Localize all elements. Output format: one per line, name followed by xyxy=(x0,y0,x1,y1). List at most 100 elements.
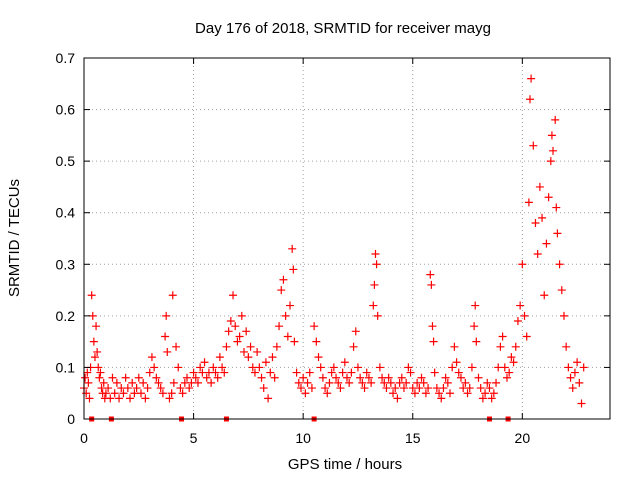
y-tick-label: 0.7 xyxy=(56,50,76,66)
data-point xyxy=(531,219,540,228)
data-point xyxy=(123,384,132,393)
x-tick-label: 15 xyxy=(405,430,421,446)
data-point xyxy=(559,311,568,320)
data-point xyxy=(343,373,351,382)
data-point xyxy=(421,389,430,398)
data-point xyxy=(281,311,290,320)
data-point xyxy=(150,363,159,372)
data-point xyxy=(542,239,551,248)
data-point xyxy=(371,249,380,258)
data-point xyxy=(435,389,444,398)
data-point xyxy=(553,229,562,238)
data-point xyxy=(454,368,463,377)
data-point xyxy=(154,378,163,387)
data-point xyxy=(299,373,308,382)
data-point xyxy=(467,363,476,372)
data-point xyxy=(526,95,535,104)
data-point xyxy=(176,384,185,393)
data-point xyxy=(229,291,238,300)
data-point xyxy=(498,332,507,341)
data-point xyxy=(139,378,148,387)
data-point xyxy=(85,394,94,403)
data-point xyxy=(492,378,501,387)
data-point xyxy=(134,373,143,382)
data-point xyxy=(213,373,222,382)
data-point xyxy=(163,347,172,356)
data-point xyxy=(502,373,511,382)
data-point xyxy=(279,275,288,284)
data-point xyxy=(452,358,461,367)
data-point xyxy=(88,311,97,320)
data-point xyxy=(200,358,209,367)
plot-frame xyxy=(83,57,611,420)
data-point xyxy=(338,368,347,377)
data-point xyxy=(500,363,509,372)
x-axis: 0 5 10 15 20 xyxy=(80,58,530,446)
y-axis-label: SRMTID / TECUs xyxy=(6,179,23,297)
data-point xyxy=(518,260,527,269)
data-point xyxy=(551,115,560,124)
data-point xyxy=(314,353,323,362)
data-point xyxy=(507,353,516,362)
data-point xyxy=(136,389,145,398)
data-point xyxy=(167,389,176,398)
data-point xyxy=(277,286,286,295)
data-point xyxy=(446,389,455,398)
data-point xyxy=(533,249,542,258)
data-point xyxy=(577,399,586,408)
data-point xyxy=(141,394,150,403)
data-point xyxy=(399,384,408,393)
data-point xyxy=(511,342,520,351)
data-point xyxy=(353,363,362,372)
data-point xyxy=(95,373,104,382)
data-point xyxy=(321,384,330,393)
data-point xyxy=(126,394,135,403)
data-point xyxy=(289,265,298,274)
y-tick-label: 0.1 xyxy=(56,359,76,375)
data-point xyxy=(301,389,310,398)
data-point xyxy=(220,368,229,377)
data-point xyxy=(185,384,194,393)
data-point xyxy=(83,368,92,377)
data-point xyxy=(99,378,108,387)
data-point xyxy=(520,311,529,320)
data-point xyxy=(165,394,174,403)
data-point xyxy=(382,384,391,393)
data-point xyxy=(424,384,433,393)
data-point xyxy=(259,384,268,393)
data-point xyxy=(397,373,406,382)
data-point xyxy=(549,146,558,155)
data-point xyxy=(419,378,428,387)
data-point xyxy=(410,389,419,398)
data-point xyxy=(250,368,259,377)
y-tick-label: 0 xyxy=(67,411,75,427)
data-point xyxy=(478,394,487,403)
data-point xyxy=(362,368,371,377)
data-point xyxy=(472,337,481,346)
data-point xyxy=(570,368,579,377)
data-point xyxy=(305,368,314,377)
data-point xyxy=(360,384,369,393)
data-point xyxy=(303,378,312,387)
data-point xyxy=(87,291,96,300)
data-point xyxy=(168,291,177,300)
data-point xyxy=(463,389,472,398)
data-point xyxy=(183,373,192,382)
data-point xyxy=(402,378,411,387)
data-point xyxy=(115,394,124,403)
chart-title: Day 176 of 2018, SRMTID for receiver may… xyxy=(195,20,491,37)
data-point xyxy=(307,384,316,393)
data-point xyxy=(246,342,255,351)
data-point xyxy=(93,347,102,356)
x-axis-label: GPS time / hours xyxy=(288,456,402,473)
data-point xyxy=(575,378,584,387)
data-point xyxy=(112,378,121,387)
data-point xyxy=(147,353,156,362)
data-point xyxy=(178,389,187,398)
data-point xyxy=(237,311,246,320)
data-point xyxy=(564,363,573,372)
data-point xyxy=(323,389,332,398)
data-point xyxy=(172,342,181,351)
data-point xyxy=(372,260,381,269)
